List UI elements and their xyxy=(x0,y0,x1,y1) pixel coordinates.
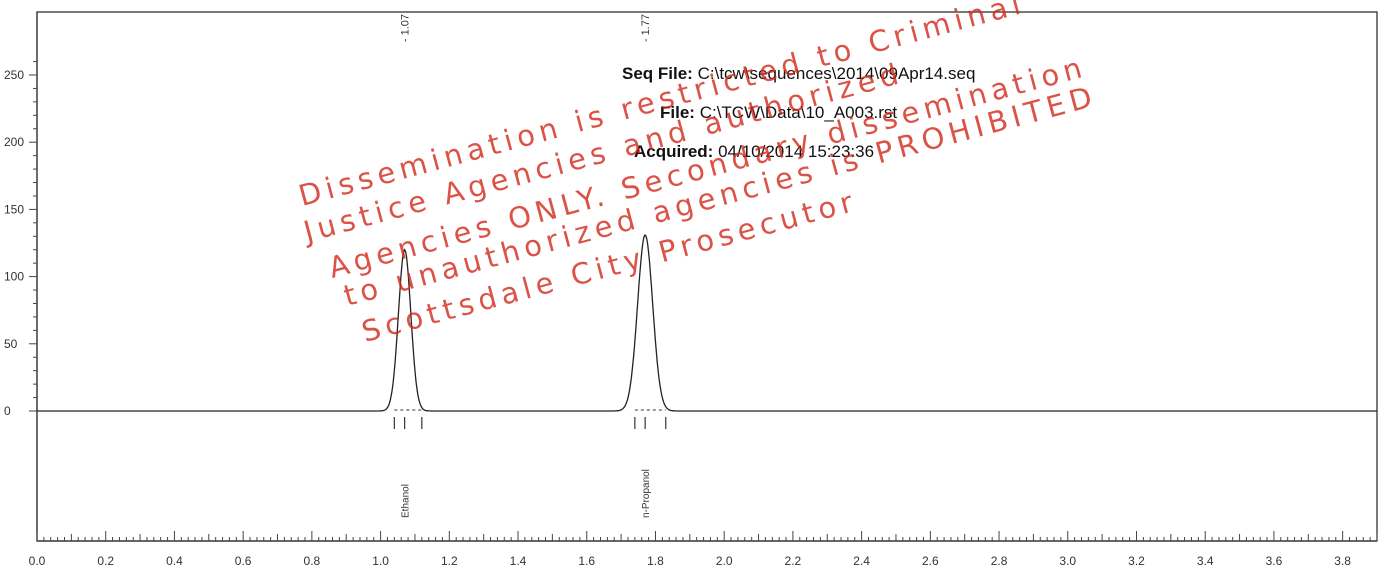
acquired-label: Acquired: xyxy=(634,142,714,161)
peak-name-labels: Ethanol n-Propanol xyxy=(401,469,653,518)
seq-file-line: Seq File: C:\tcw\sequences\2014\09Apr14.… xyxy=(622,64,975,84)
x-tick-label: 3.4 xyxy=(1197,554,1214,568)
integration-marks xyxy=(393,409,667,429)
y-tick-label: 250 xyxy=(4,68,24,82)
x-tick-label: 3.6 xyxy=(1266,554,1283,568)
y-tick-label: 0 xyxy=(4,404,11,418)
x-tick-label: 1.6 xyxy=(578,554,595,568)
signal-trace xyxy=(37,234,1377,412)
x-tick-label: 0.8 xyxy=(304,554,321,568)
y-axis: 0 50 100 150 200 250 xyxy=(4,12,38,541)
acquired-line: Acquired: 04/10/2014 15:23:36 xyxy=(634,142,874,162)
x-tick-label: 3.0 xyxy=(1059,554,1076,568)
rt-label: - 1.77 xyxy=(640,14,652,42)
retention-time-labels: - 1.07 - 1.77 xyxy=(400,14,653,42)
x-tick-label: 0.4 xyxy=(166,554,183,568)
file-line: File: C:\TCW\Data\10_A003.rst xyxy=(660,103,897,123)
x-axis: 0.0 0.2 0.4 0.6 0.8 1.0 1.2 1.4 1.6 1.8 2.0 2.2 2.4 2… xyxy=(29,531,1378,568)
x-tick-label: 0.0 xyxy=(29,554,46,568)
seq-file-label: Seq File: xyxy=(622,64,693,83)
x-tick-label: 2.2 xyxy=(785,554,802,568)
x-tick-label: 1.0 xyxy=(372,554,389,568)
x-tick-label: 2.8 xyxy=(991,554,1008,568)
y-tick-label: 100 xyxy=(4,270,24,284)
rt-label: - 1.07 xyxy=(400,14,412,42)
x-tick-label: 1.4 xyxy=(510,554,527,568)
x-tick-label: 2.6 xyxy=(922,554,939,568)
acquired-value: 04/10/2014 15:23:36 xyxy=(718,142,875,161)
y-tick-label: 50 xyxy=(4,337,18,351)
seq-file-value: C:\tcw\sequences\2014\09Apr14.seq xyxy=(697,64,976,83)
x-tick-label: 1.2 xyxy=(441,554,458,568)
y-tick-label: 150 xyxy=(4,202,24,216)
x-tick-label: 3.8 xyxy=(1334,554,1351,568)
file-value: C:\TCW\Data\10_A003.rst xyxy=(699,103,898,122)
x-tick-label: 3.2 xyxy=(1128,554,1145,568)
x-tick-label: 0.6 xyxy=(235,554,252,568)
peak-name-label: Ethanol xyxy=(401,484,412,518)
peak-name-label: n-Propanol xyxy=(641,469,652,518)
x-tick-label: 2.4 xyxy=(853,554,870,568)
x-tick-label: 0.2 xyxy=(97,554,114,568)
y-tick-label: 200 xyxy=(4,135,24,149)
x-tick-label: 1.8 xyxy=(647,554,664,568)
x-tick-label: 2.0 xyxy=(716,554,733,568)
file-label: File: xyxy=(660,103,695,122)
